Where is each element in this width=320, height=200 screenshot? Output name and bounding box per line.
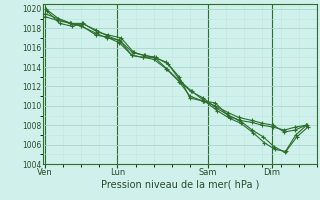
X-axis label: Pression niveau de la mer( hPa ): Pression niveau de la mer( hPa ) <box>101 180 259 190</box>
